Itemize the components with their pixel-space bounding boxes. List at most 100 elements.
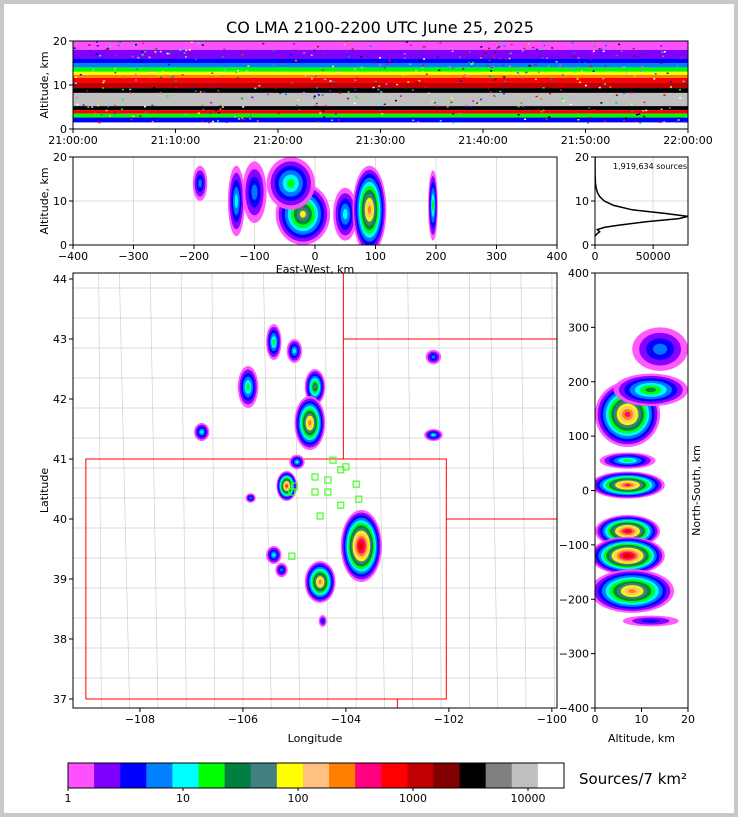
source-speck	[663, 121, 666, 123]
source-speck	[98, 121, 101, 123]
source-speck	[415, 69, 418, 72]
source-speck	[491, 66, 494, 69]
x-tick-label: 20	[681, 713, 695, 726]
source-speck	[310, 54, 313, 56]
x-tick-label: 22:00:00	[663, 134, 712, 147]
source-speck	[521, 77, 524, 79]
source-speck	[427, 92, 430, 94]
source-speck	[121, 88, 124, 91]
source-speck	[360, 55, 363, 58]
source-speck	[114, 68, 117, 70]
source-speck	[223, 48, 226, 50]
source-speck	[435, 65, 438, 67]
source-speck	[241, 117, 244, 120]
source-speck	[615, 54, 618, 57]
y-tick-label: 100	[568, 430, 589, 443]
source-speck	[436, 105, 439, 108]
source-speck	[421, 71, 424, 73]
source-speck	[490, 70, 493, 72]
source-speck	[663, 94, 666, 96]
source-speck	[203, 91, 206, 93]
source-speck	[489, 90, 492, 93]
source-speck	[238, 118, 241, 120]
source-speck	[150, 78, 153, 81]
source-speck	[323, 94, 326, 96]
source-speck	[488, 75, 491, 77]
source-speck	[593, 45, 596, 47]
source-speck	[372, 86, 375, 89]
colorbar-tick-label: 1	[65, 792, 72, 805]
y-tick-label: 300	[568, 321, 589, 334]
y-tick-label: −300	[559, 648, 589, 661]
source-speck	[540, 110, 543, 113]
county-line	[324, 273, 329, 708]
colorbar-swatch	[433, 763, 461, 788]
source-speck	[290, 53, 293, 56]
colorbar-swatch	[146, 763, 173, 788]
source-speck	[415, 81, 418, 84]
source-speck	[322, 110, 325, 112]
source-speck	[422, 64, 425, 66]
source-speck	[130, 118, 133, 121]
source-speck	[663, 51, 666, 53]
source-speck	[125, 113, 128, 116]
source-speck	[201, 120, 204, 123]
y-tick-label: 44	[53, 273, 67, 286]
source-speck	[499, 90, 502, 93]
source-speck	[295, 60, 298, 63]
lma-station-marker	[316, 512, 324, 520]
source-speck	[488, 47, 491, 50]
source-speck	[450, 101, 453, 104]
source-speck	[622, 66, 625, 68]
source-speck	[381, 113, 384, 115]
source-speck	[641, 51, 644, 54]
y-axis-label: Latitude	[38, 468, 51, 514]
density-ring	[321, 619, 325, 623]
source-speck	[87, 106, 90, 108]
source-speck	[663, 102, 666, 105]
source-speck	[346, 97, 349, 100]
county-line	[118, 273, 130, 708]
source-speck	[156, 119, 159, 121]
source-speck	[577, 119, 580, 121]
source-speck	[175, 86, 178, 88]
source-speck	[592, 50, 595, 52]
source-speck	[622, 119, 625, 122]
source-speck	[465, 105, 468, 108]
source-speck	[254, 74, 257, 76]
x-tick-label: 0	[312, 250, 319, 263]
source-speck	[388, 59, 391, 62]
colorbar-swatch	[329, 763, 356, 788]
density-ring	[200, 430, 204, 434]
altitude-band	[73, 110, 688, 114]
altitude-band	[73, 71, 688, 75]
source-speck	[121, 98, 124, 101]
x-tick-label: 10	[635, 713, 649, 726]
source-speck	[559, 64, 562, 67]
source-speck	[243, 118, 246, 121]
source-speck	[132, 115, 135, 118]
source-speck	[297, 99, 300, 101]
source-speck	[97, 104, 100, 107]
source-speck	[642, 109, 645, 112]
source-speck	[331, 119, 334, 122]
source-speck	[660, 62, 663, 64]
source-speck	[313, 49, 316, 52]
source-speck	[499, 57, 502, 60]
source-speck	[571, 93, 574, 95]
altitude-band	[73, 67, 688, 72]
source-speck	[105, 48, 108, 51]
source-speck	[458, 56, 461, 58]
source-speck	[547, 65, 550, 67]
source-speck	[503, 45, 506, 47]
lma-station-marker	[337, 501, 345, 509]
source-speck	[332, 63, 335, 65]
source-speck	[472, 100, 475, 102]
source-speck	[178, 57, 181, 59]
density-ring	[624, 554, 631, 558]
source-speck	[92, 105, 95, 108]
source-speck	[108, 115, 111, 117]
source-speck	[591, 52, 594, 54]
source-speck	[114, 71, 117, 74]
source-speck	[194, 90, 197, 92]
